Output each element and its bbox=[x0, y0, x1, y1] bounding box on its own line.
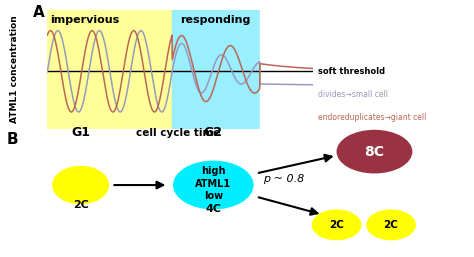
Text: cell cycle time: cell cycle time bbox=[136, 128, 220, 139]
Ellipse shape bbox=[173, 161, 254, 209]
Text: 2C: 2C bbox=[383, 220, 399, 230]
Ellipse shape bbox=[52, 166, 109, 204]
Text: high
ATML1
low: high ATML1 low bbox=[195, 166, 231, 201]
Text: responding: responding bbox=[180, 15, 250, 25]
Text: soft threshold: soft threshold bbox=[318, 67, 385, 76]
Bar bbox=[260, 10, 313, 128]
Text: divides→small cell: divides→small cell bbox=[318, 90, 388, 99]
Ellipse shape bbox=[366, 209, 416, 240]
Text: 8C: 8C bbox=[365, 145, 384, 159]
Text: 2C: 2C bbox=[73, 200, 89, 210]
Text: endoreduplicates→giant cell: endoreduplicates→giant cell bbox=[318, 113, 426, 122]
Text: impervious: impervious bbox=[50, 15, 119, 25]
Text: G1: G1 bbox=[71, 126, 90, 139]
Text: 4C: 4C bbox=[205, 204, 221, 214]
Text: 2C: 2C bbox=[329, 220, 344, 230]
Ellipse shape bbox=[337, 130, 412, 173]
Text: p ~ 0.8: p ~ 0.8 bbox=[263, 175, 304, 185]
Text: A: A bbox=[33, 5, 45, 20]
Text: G2: G2 bbox=[204, 126, 223, 139]
Text: ATML1 concentration: ATML1 concentration bbox=[10, 15, 18, 123]
Text: B: B bbox=[7, 132, 19, 147]
Bar bbox=[47, 10, 172, 128]
Bar bbox=[172, 10, 260, 128]
Ellipse shape bbox=[311, 209, 361, 240]
